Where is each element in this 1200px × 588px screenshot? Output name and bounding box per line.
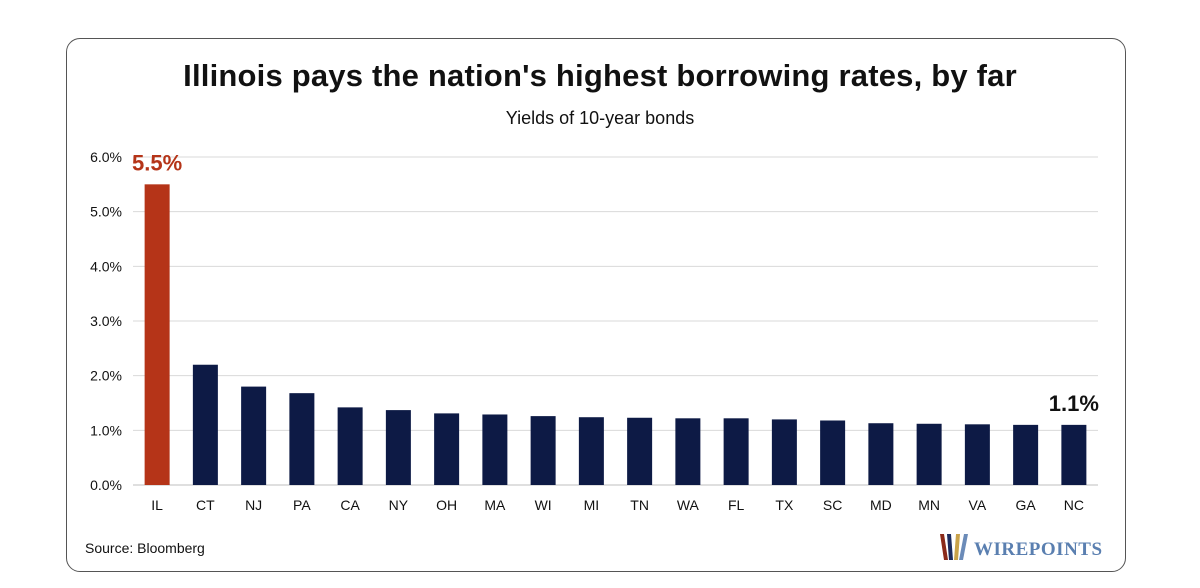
y-tick-label: 1.0% — [90, 422, 122, 438]
bar — [723, 418, 749, 485]
x-tick-label: NJ — [245, 497, 262, 513]
bar — [337, 407, 363, 485]
bar — [627, 417, 653, 485]
x-tick-label: MN — [918, 497, 940, 513]
bar — [916, 423, 942, 485]
x-tick-label: FL — [728, 497, 745, 513]
wirepoints-logo-mark-icon — [940, 534, 968, 560]
data-label: 1.1% — [1049, 391, 1099, 416]
x-tick-label: CA — [340, 497, 360, 513]
x-tick-label: WA — [677, 497, 700, 513]
data-label: 5.5% — [132, 150, 182, 175]
bar — [964, 424, 990, 485]
bar — [241, 386, 267, 485]
x-tick-label: SC — [823, 497, 842, 513]
y-tick-label: 5.0% — [90, 204, 122, 220]
x-tick-label: TX — [775, 497, 794, 513]
y-tick-label: 6.0% — [90, 149, 122, 165]
x-tick-label: WI — [535, 497, 552, 513]
y-tick-label: 0.0% — [90, 477, 122, 493]
bar — [482, 414, 508, 485]
x-tick-label: NY — [389, 497, 409, 513]
bar — [192, 364, 218, 485]
bar — [578, 417, 604, 485]
x-tick-label: GA — [1016, 497, 1037, 513]
bar — [434, 413, 460, 485]
bar — [675, 418, 701, 485]
bar — [289, 393, 315, 485]
chart-title: Illinois pays the nation's highest borro… — [183, 58, 1017, 93]
chart-subtitle: Yields of 10-year bonds — [505, 108, 695, 128]
x-tick-label: TN — [630, 497, 649, 513]
bar — [530, 416, 556, 485]
y-tick-label: 3.0% — [90, 313, 122, 329]
source-note: Source: Bloomberg — [85, 540, 205, 556]
x-tick-label: OH — [436, 497, 457, 513]
x-tick-label: MI — [584, 497, 600, 513]
x-tick-label: MD — [870, 497, 892, 513]
y-tick-label: 2.0% — [90, 368, 122, 384]
x-tick-label: MA — [484, 497, 506, 513]
bar — [144, 184, 170, 486]
bar — [868, 423, 894, 485]
bar — [1013, 424, 1039, 485]
x-tick-label: IL — [151, 497, 163, 513]
y-tick-label: 4.0% — [90, 258, 122, 274]
wirepoints-logo: WIREPOINTS — [938, 528, 1103, 562]
x-tick-label: CT — [196, 497, 215, 513]
bar — [820, 420, 846, 485]
x-tick-label: PA — [293, 497, 311, 513]
x-tick-label: NC — [1064, 497, 1084, 513]
bar — [1061, 424, 1087, 485]
bar — [385, 410, 411, 485]
x-tick-label: VA — [969, 497, 987, 513]
bar — [771, 419, 797, 485]
logo-text: WIREPOINTS — [974, 539, 1103, 560]
